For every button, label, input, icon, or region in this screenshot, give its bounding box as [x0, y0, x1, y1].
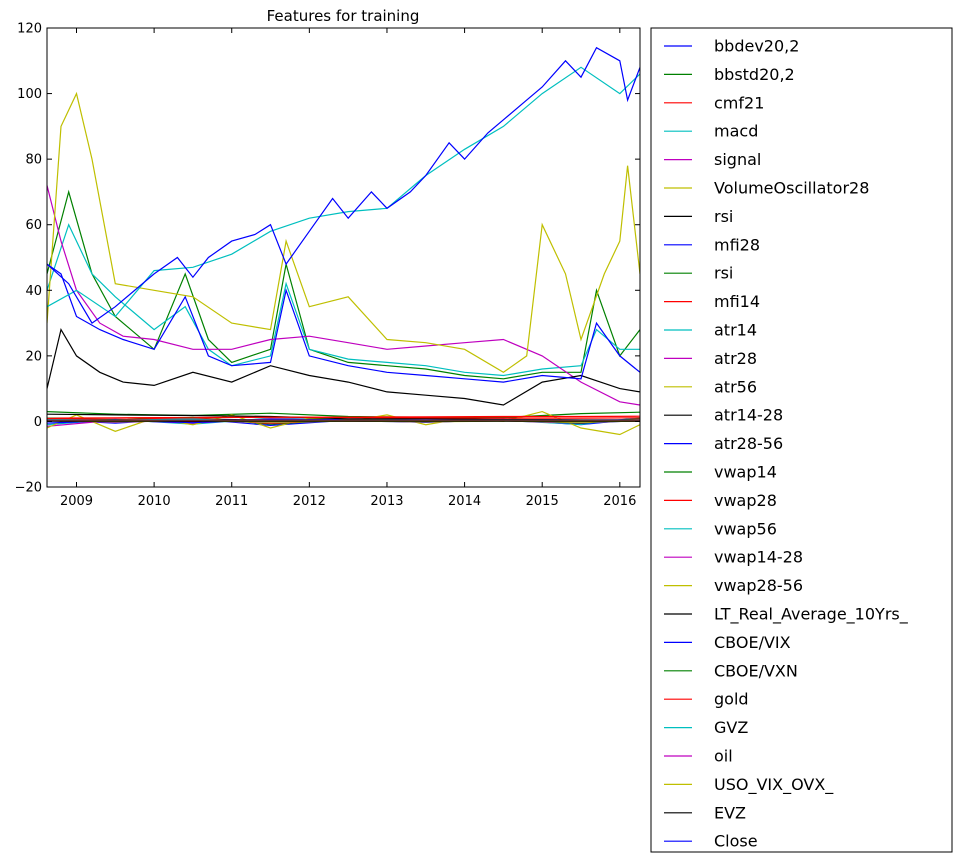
legend-label: vwap14-28	[714, 548, 803, 567]
series-line-21	[47, 263, 640, 383]
legend-label: atr56	[714, 377, 757, 396]
y-tick-label: 100	[17, 87, 42, 102]
legend-label: VolumeOscillator28	[714, 179, 869, 198]
chart-title: Features for training	[267, 7, 420, 25]
x-tick-label: 2013	[370, 494, 403, 509]
legend-label: CBOE/VXN	[714, 661, 798, 680]
legend-label: Close	[714, 832, 758, 851]
x-tick-label: 2014	[448, 494, 481, 509]
legend-label: EVZ	[714, 803, 746, 822]
legend-label: vwap28	[714, 491, 777, 510]
legend-label: atr14-28	[714, 406, 783, 425]
x-tick-label: 2009	[60, 494, 93, 509]
legend-label: mfi14	[714, 292, 760, 311]
x-tick-label: 2016	[603, 494, 636, 509]
legend-label: gold	[714, 690, 749, 709]
x-tick-label: 2011	[215, 494, 248, 509]
legend: bbdev20,2 bbstd20,2 cmf21 macd signal VolumeO…	[650, 27, 953, 853]
y-tick-label: 0	[34, 415, 42, 430]
series-line-10	[47, 223, 640, 377]
series-line-8	[47, 189, 640, 380]
series-line-24	[47, 66, 640, 318]
y-axis: −20 0 20 40 60 80 100 120	[15, 22, 640, 496]
series-line-28	[47, 46, 640, 324]
legend-label: LT_Real_Average_10Yrs_	[714, 605, 909, 625]
legend-label: mfi28	[714, 235, 760, 254]
series-line-23	[47, 416, 640, 420]
legend-label: atr14	[714, 321, 757, 340]
legend-label: atr28-56	[714, 434, 783, 453]
series-line-11	[47, 185, 640, 406]
y-tick-label: 20	[25, 349, 42, 364]
y-tick-label: 60	[25, 218, 42, 233]
y-tick-label: 40	[25, 284, 42, 299]
plot-frame	[46, 27, 641, 488]
legend-label: USO_VIX_OVX_	[714, 775, 834, 795]
legend-label: cmf21	[714, 93, 764, 112]
y-tick-label: 120	[17, 22, 42, 37]
legend-label: signal	[714, 150, 761, 169]
legend-label: GVZ	[714, 718, 748, 737]
x-tick-label: 2010	[138, 494, 171, 509]
y-tick-label: −20	[15, 481, 42, 496]
legend-label: CBOE/VIX	[714, 633, 791, 652]
legend-label: oil	[714, 747, 733, 766]
legend-label: bbdev20,2	[714, 37, 799, 56]
legend-label: bbstd20,2	[714, 65, 795, 84]
series-line-13	[47, 328, 640, 406]
series-line-12	[47, 91, 640, 374]
legend-label: rsi	[714, 264, 733, 283]
legend-label: rsi	[714, 207, 733, 226]
legend-label: atr28	[714, 349, 757, 368]
legend-frame	[650, 27, 953, 853]
legend-label: macd	[714, 122, 758, 141]
y-tick-label: 80	[25, 153, 42, 168]
x-tick-label: 2015	[526, 494, 559, 509]
x-tick-label: 2012	[293, 494, 326, 509]
series-layer	[47, 46, 640, 436]
legend-label: vwap56	[714, 519, 777, 538]
x-axis: 2009 2010 2011 2012 2013 2014 2015 2016	[60, 28, 636, 509]
legend-label: vwap28-56	[714, 576, 803, 595]
legend-label: vwap14	[714, 463, 777, 482]
